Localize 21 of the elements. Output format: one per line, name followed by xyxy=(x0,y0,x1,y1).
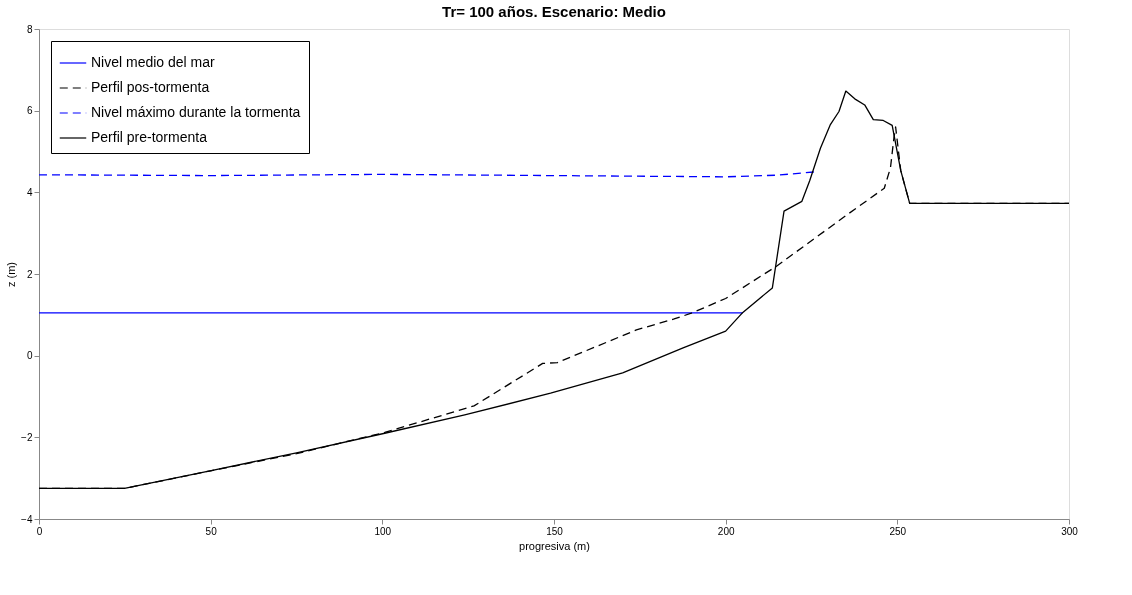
x-tick-label: 100 xyxy=(374,525,392,537)
x-tick-label: 150 xyxy=(546,525,564,537)
y-tick-label: −2 xyxy=(21,431,33,443)
chart-title: Tr= 100 años. Escenario: Medio xyxy=(442,3,666,20)
y-axis-title: z (m) xyxy=(5,261,18,288)
y-tick-label: 8 xyxy=(26,23,33,35)
y-tick-label: 4 xyxy=(26,186,33,198)
x-tick-label: 50 xyxy=(205,525,218,537)
x-tick-label: 200 xyxy=(717,525,735,537)
y-tick-label: 0 xyxy=(26,350,33,362)
x-tick-label: 300 xyxy=(1061,525,1079,537)
x-axis-title: progresiva (m) xyxy=(519,539,590,552)
x-tick-label: 0 xyxy=(36,525,43,537)
legend-label: Perfil pre-tormenta xyxy=(91,129,208,145)
legend-label: Nivel máximo durante la tormenta xyxy=(91,104,301,120)
legend-label: Nivel medio del mar xyxy=(91,54,216,70)
y-tick-label: 6 xyxy=(26,105,33,117)
legend-label: Perfil pos-tormenta xyxy=(91,79,210,95)
x-tick-label: 250 xyxy=(889,525,907,537)
y-tick-label: −4 xyxy=(21,513,33,525)
y-tick-label: 2 xyxy=(26,268,33,280)
